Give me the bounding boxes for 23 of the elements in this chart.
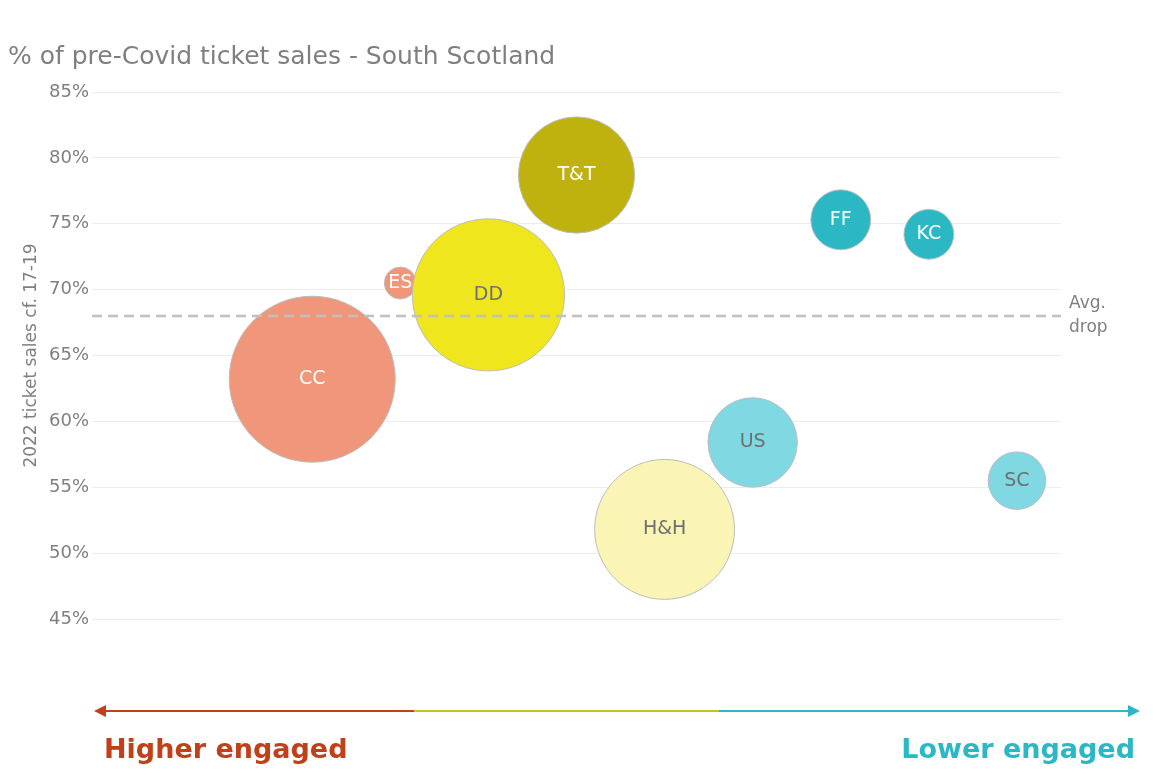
chart-title: % of pre-Covid ticket sales - South Scotland [8, 40, 556, 70]
data-label: DD [473, 281, 504, 304]
y-axis-title: 2022 ticket sales cf. 17-19 [20, 243, 41, 468]
text: Lower engaged [901, 733, 1135, 764]
y-tick-label: 75% [48, 211, 89, 233]
data-label: US [739, 429, 766, 452]
data-label: CC [298, 366, 326, 389]
data-label: KC [916, 221, 942, 244]
y-tick-label: 50% [48, 540, 89, 562]
data-label: SC [1004, 467, 1030, 490]
y-tick-label: 65% [48, 343, 89, 365]
y-tick-label: 85% [48, 79, 89, 101]
y-tick-label: 70% [48, 277, 89, 299]
data-label: H&H [642, 516, 687, 539]
y-tick-label: 45% [48, 606, 89, 628]
data-label: FF [829, 206, 852, 229]
ref-line-label: Avg. drop [1069, 292, 1108, 337]
y-tick-label: 60% [48, 409, 89, 431]
y-tick-label: 80% [48, 145, 89, 167]
data-label: ES [388, 269, 413, 292]
y-tick-label: 55% [48, 474, 89, 496]
data-label: T&T [556, 161, 596, 184]
text: Higher engaged [104, 733, 348, 764]
